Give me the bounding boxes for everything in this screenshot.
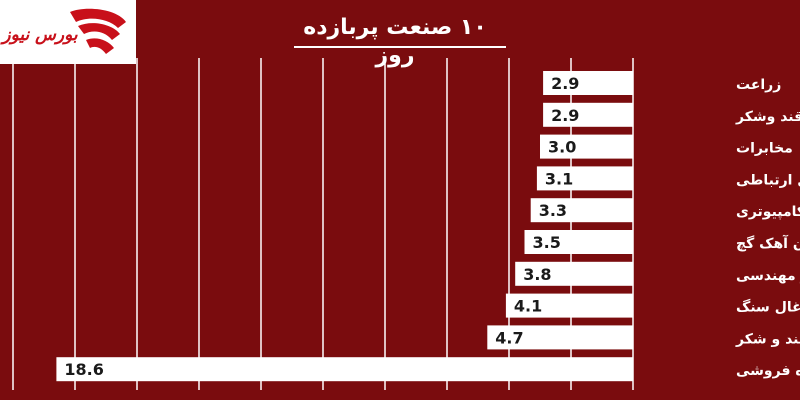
category-label: سیمان آهک گچ xyxy=(736,234,800,252)
bar xyxy=(543,71,633,95)
bar xyxy=(487,325,633,350)
bar xyxy=(540,134,633,159)
category-label: عمده فروشی xyxy=(736,363,800,379)
data-label: 4.1 xyxy=(514,297,542,316)
category-label: فنی و مهندسی xyxy=(736,268,800,284)
category-label: مخابرات xyxy=(736,141,793,157)
bar xyxy=(56,357,633,382)
category-label: غذایی بجز قند وشکر xyxy=(735,109,800,125)
data-label: 3.8 xyxy=(523,265,551,284)
data-label: 2.9 xyxy=(551,74,579,93)
bourse-news-logo-icon: بورس نیوز xyxy=(0,8,126,54)
category-label: استخراج زغال سنگ xyxy=(736,299,800,316)
category-label: محصولات کامپیوتری xyxy=(736,204,800,220)
data-label: 3.5 xyxy=(533,233,561,252)
data-label: 3.3 xyxy=(539,201,567,220)
data-label: 18.6 xyxy=(64,360,103,379)
logo-text: بورس نیوز xyxy=(0,25,78,45)
bar xyxy=(530,198,633,223)
bar xyxy=(505,293,633,318)
title-underline xyxy=(294,46,506,48)
category-label: زراعت xyxy=(736,77,781,93)
data-label: 4.7 xyxy=(495,328,523,347)
data-label: 2.9 xyxy=(551,106,579,125)
chart-title: ۱۰ صنعت پربازده روز xyxy=(303,15,487,68)
bar xyxy=(515,261,633,286)
bar xyxy=(524,230,633,254)
bar xyxy=(536,166,633,191)
data-label: 3.0 xyxy=(548,138,576,157)
bourse-news-logo: بورس نیوز xyxy=(0,0,136,64)
bar xyxy=(543,102,633,127)
category-label: قند و شکر xyxy=(735,331,800,347)
data-label: 3.1 xyxy=(545,169,573,188)
category-label: وسایل ارتباطی xyxy=(736,172,800,188)
